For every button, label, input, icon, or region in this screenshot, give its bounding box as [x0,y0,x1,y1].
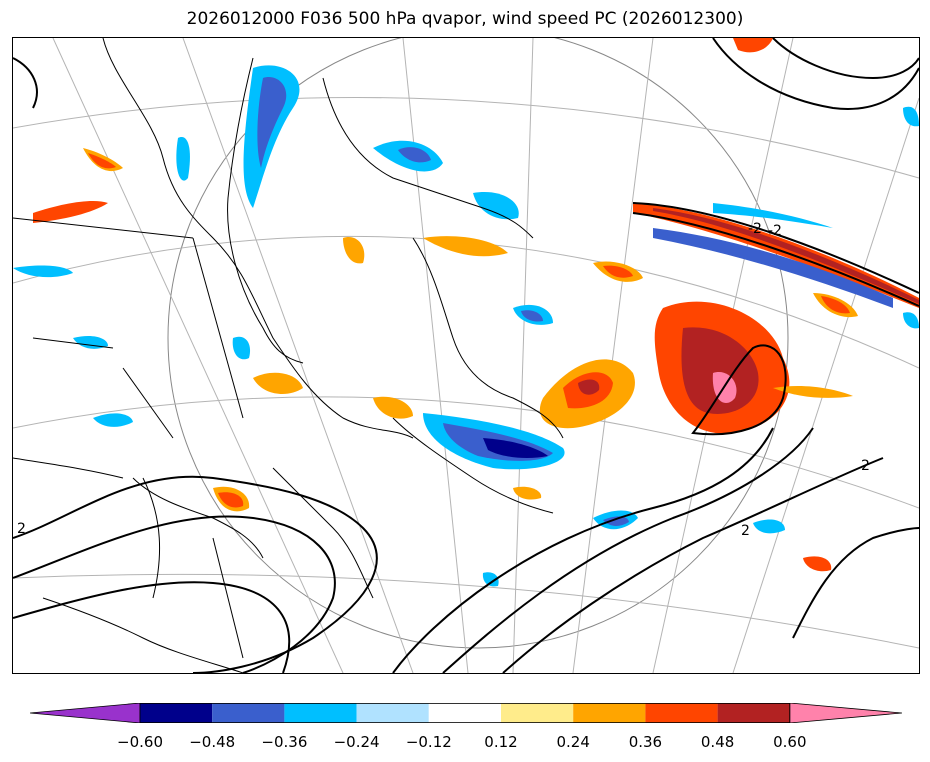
colorbar-extend-high [789,703,902,723]
colorbar-tick-label: −0.48 [189,733,236,751]
colorbar-segment [140,703,213,723]
graticule [13,38,919,673]
contour-label: 2 [17,521,26,537]
colorbar [30,703,902,723]
colorbar-tick-label: −0.36 [261,733,308,751]
colorbar-tick-label: 0.12 [484,733,518,751]
colorbar-segment [645,703,718,723]
colorbar-segment [501,703,574,723]
colorbar-segment [573,703,646,723]
colorbar-tick-label: 0.36 [628,733,663,751]
map-panel: 2 2 2 -2 -2 [12,37,920,674]
colorbar-outline [139,703,791,723]
wind-contours [13,38,919,673]
colorbar-segment [717,703,790,723]
colorbar-segment [356,703,429,723]
colorbar-segment [212,703,285,723]
contour-label-group: 2 2 2 -2 -2 [17,221,870,539]
map-title: 2026012000 F036 500 hPa qvapor, wind spe… [186,9,744,29]
contour-label: 2 [741,523,750,539]
map-canvas: 2 2 2 -2 -2 [13,38,919,673]
colorbar-tick-label: −0.60 [117,733,163,751]
colorbar-segment [428,703,501,723]
colorbar-tick-label: 0.24 [556,733,590,751]
contour-label: -2 [748,221,762,237]
moisture-shading [13,38,919,587]
colorbar-tick-label: 0.60 [773,733,807,751]
colorbar-tick-label: −0.12 [405,733,452,751]
coastlines [13,38,564,673]
colorbar-segment [284,703,357,723]
colorbar-tick-label: −0.24 [333,733,380,751]
colorbar-tick-label: 0.48 [700,733,735,751]
contour-label: -2 [768,223,782,239]
colorbar-extend-low [30,703,141,723]
contour-label: 2 [861,458,870,474]
